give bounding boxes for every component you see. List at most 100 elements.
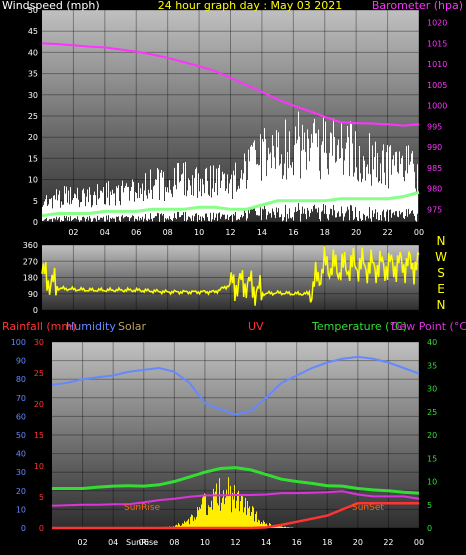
x-tick-label: 16 [292,538,302,547]
windspeed-tick-label: 10 [28,176,38,185]
climate-x-axis: 02 04 06 08 10 12 14 16 18 20 22 00 [77,538,424,547]
rainfall-tick-label: 5 [39,493,44,502]
temperature-line [52,466,420,495]
windspeed-tick-label: 40 [28,48,38,57]
barometer-line [41,42,420,127]
rainfall-axis: 0 5 10 15 20 25 30 [34,338,44,533]
temperature-tick-label: 15 [427,454,437,463]
barometer-tick-label: 1015 [427,39,447,48]
chart-title: 24 hour graph day : May 03 2021 [158,0,343,12]
x-tick-label: 12 [225,228,235,237]
barometer-tick-label: 980 [427,185,442,194]
compass-letter: N [437,234,446,248]
temperature-tick-label: 10 [427,478,437,487]
bottom-sunrise-label: SunRise [126,538,158,547]
dewpoint-label: Dew Point (°C) [391,320,466,333]
x-tick-label: 10 [200,538,210,547]
x-tick-label: 04 [100,228,110,237]
barometer-tick-label: 975 [427,206,442,215]
x-tick-label: 20 [351,228,361,237]
rainfall-tick-label: 20 [34,400,44,409]
sunrise-label: SunRise [124,503,161,513]
compass-letter: W [435,250,447,264]
x-tick-label: 04 [108,538,118,547]
humidity-axis: 0 10 20 30 40 50 60 70 80 90 100 [11,338,26,533]
barometer-label: Barometer (hpa) [372,0,463,12]
windspeed-tick-label: 20 [28,133,38,142]
direction-tick-label: 90 [28,290,38,299]
compass-letter: N [437,298,446,312]
x-tick-label: 00 [414,228,424,237]
temperature-tick-label: 35 [427,361,437,370]
temperature-tick-label: 25 [427,408,437,417]
humidity-label: Humidity [66,320,116,333]
rainfall-tick-label: 30 [34,338,44,347]
humidity-tick-label: 50 [16,431,26,440]
humidity-tick-label: 100 [11,338,26,347]
solar-label: Solar [118,320,147,333]
barometer-tick-label: 1000 [427,102,447,111]
windspeed-tick-label: 25 [28,112,38,121]
uv-label: UV [248,320,264,333]
x-tick-label: 02 [77,538,87,547]
humidity-line [51,355,420,416]
x-tick-label: 06 [131,228,141,237]
direction-axis: 0 90 180 270 360 [23,241,38,315]
temperature-axis: 0 5 10 15 20 25 30 35 40 [427,338,437,533]
rainfall-tick-label: 0 [39,524,44,533]
humidity-tick-label: 20 [16,487,26,496]
x-tick-label: 12 [230,538,240,547]
direction-tick-label: 0 [33,306,38,315]
humidity-tick-label: 80 [16,375,26,384]
windspeed-tick-label: 35 [28,70,38,79]
compass-letter: E [437,282,445,296]
x-tick-label: 08 [169,538,179,547]
x-tick-label: 18 [322,538,332,547]
direction-tick-label: 270 [23,257,38,266]
direction-tick-label: 180 [23,274,38,283]
windspeed-tick-label: 0 [33,218,38,227]
sunset-label: SunSet [352,503,384,513]
windspeed-label: Windspeed (mph) [2,0,100,12]
x-tick-label: 00 [414,538,424,547]
temperature-tick-label: 40 [427,338,437,347]
humidity-tick-label: 90 [16,357,26,366]
wind-direction-line [41,246,420,306]
windspeed-tick-label: 15 [28,154,38,163]
direction-tick-label: 360 [23,241,38,250]
temperature-tick-label: 30 [427,385,437,394]
rainfall-tick-label: 15 [34,431,44,440]
humidity-tick-label: 70 [16,394,26,403]
temperature-tick-label: 0 [427,524,432,533]
temperature-tick-label: 20 [427,431,437,440]
humidity-tick-label: 60 [16,412,26,421]
x-tick-label: 16 [288,228,298,237]
x-tick-label: 06 [139,538,149,547]
barometer-tick-label: 985 [427,164,442,173]
barometer-tick-label: 1020 [427,18,447,27]
windspeed-x-axis: 02 04 06 08 10 12 14 16 18 20 22 00 [68,228,424,237]
barometer-tick-label: 1010 [427,60,447,69]
temperature-label: Temperature (°C) [311,320,407,333]
x-tick-label: 14 [261,538,271,547]
x-tick-label: 18 [320,228,330,237]
barometer-tick-label: 990 [427,143,442,152]
compass-letter: S [437,266,445,280]
barometer-axis: 975 980 985 990 995 1000 1005 1010 1015 1020 [427,18,447,214]
x-tick-label: 10 [194,228,204,237]
windspeed-tick-label: 50 [28,6,38,15]
windspeed-tick-label: 45 [28,27,38,36]
avg-wind-line [41,190,420,218]
humidity-tick-label: 10 [16,505,26,514]
humidity-tick-label: 0 [21,524,26,533]
windspeed-tick-label: 30 [28,91,38,100]
temperature-tick-label: 5 [427,501,432,510]
rainfall-label: Rainfall (mm) [2,320,76,333]
x-tick-label: 20 [353,538,363,547]
x-tick-label: 22 [382,228,392,237]
humidity-tick-label: 40 [16,450,26,459]
rainfall-tick-label: 10 [34,462,44,471]
climate-plot-area [52,342,419,528]
